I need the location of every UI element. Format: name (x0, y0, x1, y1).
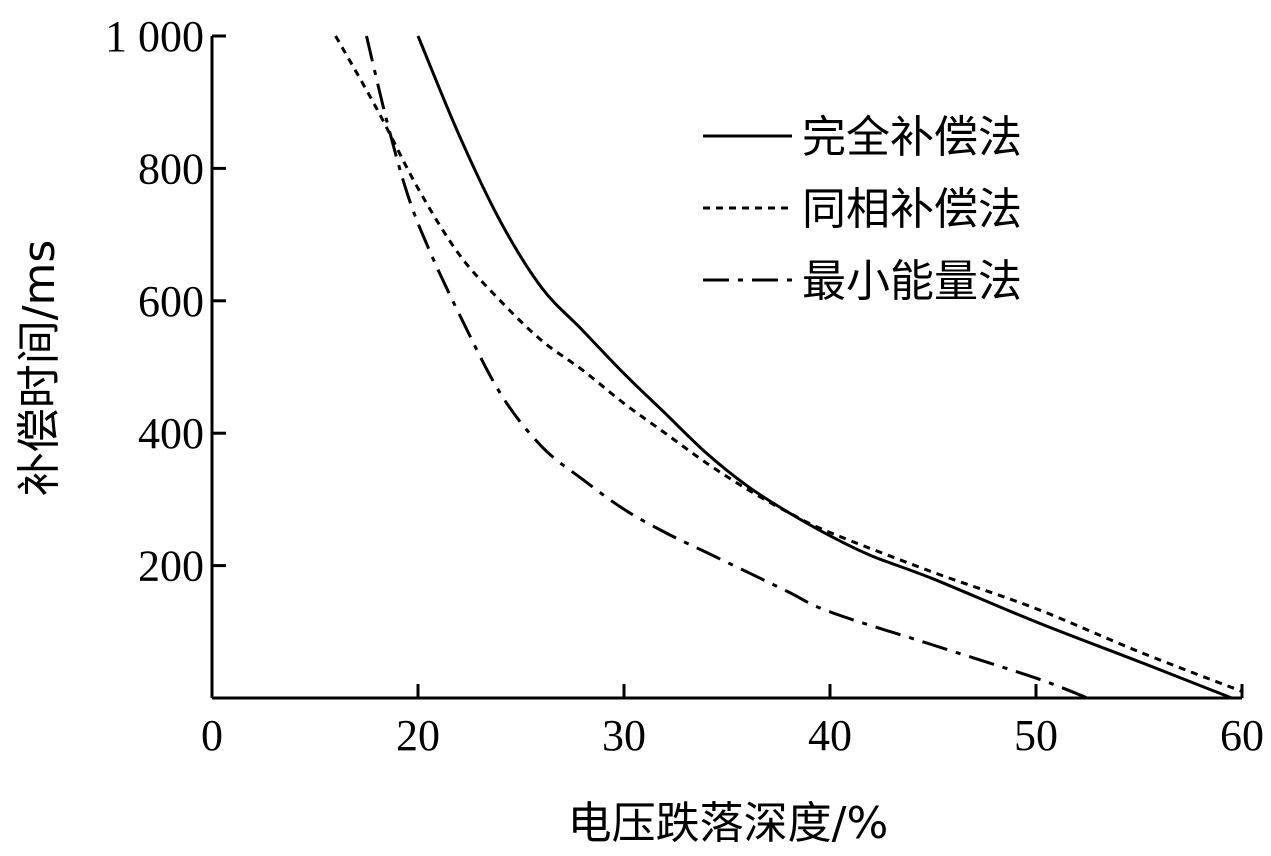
y-tick-label: 600 (138, 277, 204, 326)
legend-label-3: 最小能量法 (802, 256, 1022, 307)
series-line-2 (334, 35, 1243, 693)
x-axis-title: 电压跌落深度/% (568, 798, 889, 849)
x-tick-label: 50 (1014, 711, 1058, 760)
y-tick-label: 200 (138, 542, 204, 591)
legend-label-1: 完全补偿法 (802, 112, 1022, 163)
series-line-3 (365, 35, 1089, 700)
x-tick-label: 60 (1220, 711, 1264, 760)
series-layer (334, 35, 1243, 700)
legend-label-2: 同相补偿法 (802, 184, 1022, 235)
y-axis: 200 400 600 800 1 000 (105, 12, 226, 698)
y-tick-label: 800 (138, 144, 204, 193)
x-tick-label: 0 (201, 711, 223, 760)
x-tick-label: 20 (396, 711, 440, 760)
y-axis-title: 补偿时间/ms (14, 240, 65, 497)
x-axis: 0 20 30 40 50 60 (201, 684, 1264, 760)
series-line-1 (416, 35, 1233, 700)
x-tick-label: 40 (808, 711, 852, 760)
y-tick-label: 400 (138, 409, 204, 458)
x-tick-label: 30 (602, 711, 646, 760)
y-tick-label: 1 000 (105, 12, 204, 61)
